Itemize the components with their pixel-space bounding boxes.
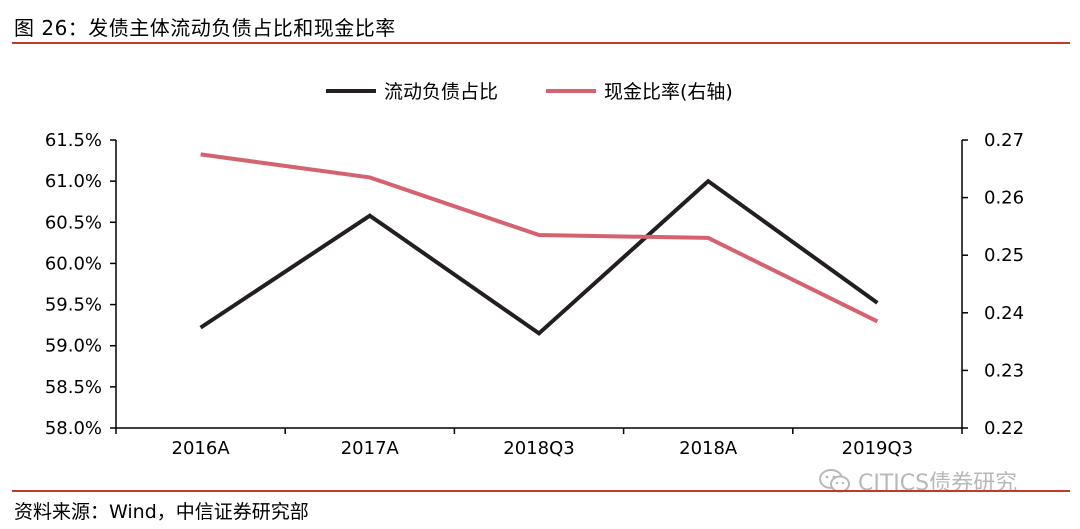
source-divider	[12, 490, 1070, 492]
x-tick-label: 2018Q3	[503, 438, 574, 459]
right-tick-label: 0.23	[984, 360, 1024, 381]
watermark: CITICS债券研究	[818, 465, 1017, 497]
x-tick-label: 2019Q3	[842, 438, 913, 459]
left-tick-label: 59.0%	[45, 336, 102, 357]
right-tick-label: 0.26	[984, 188, 1024, 209]
chart-axes: 58.0% 58.5% 59.0% 59.5% 60.0% 60.5% 61.0% 61.5%…	[45, 130, 1024, 459]
left-tick-label: 60.0%	[45, 253, 102, 274]
left-tick-label: 58.5%	[45, 377, 102, 398]
series-line-current-liabilities	[199, 178, 879, 336]
chart-series	[199, 152, 879, 336]
watermark-text: CITICS债券研究	[858, 471, 1018, 496]
right-tick-label: 0.24	[984, 303, 1024, 324]
left-tick-label: 60.5%	[45, 212, 102, 233]
right-tick-label: 0.27	[984, 130, 1024, 151]
title-divider	[12, 42, 1070, 44]
right-tick-label: 0.25	[984, 245, 1024, 266]
chart-title: 图 26：发债主体流动负债占比和现金比率	[14, 16, 396, 40]
x-tick-label: 2018A	[679, 438, 738, 459]
left-tick-label: 61.5%	[45, 130, 102, 151]
legend-label: 现金比率(右轴)	[604, 81, 733, 103]
x-tick-label: 2017A	[341, 438, 400, 459]
source-note: 资料来源：Wind，中信证券研究部	[14, 501, 309, 523]
left-tick-label: 61.0%	[45, 171, 102, 192]
series-line-cash-ratio	[200, 152, 879, 324]
x-tick-label: 2016A	[172, 438, 231, 459]
left-tick-label: 59.5%	[45, 295, 102, 316]
chart-legend: 流动负债占比 现金比率(右轴)	[326, 81, 733, 103]
left-tick-label: 58.0%	[45, 418, 102, 439]
legend-label: 流动负债占比	[384, 81, 498, 103]
right-tick-label: 0.22	[984, 418, 1024, 439]
